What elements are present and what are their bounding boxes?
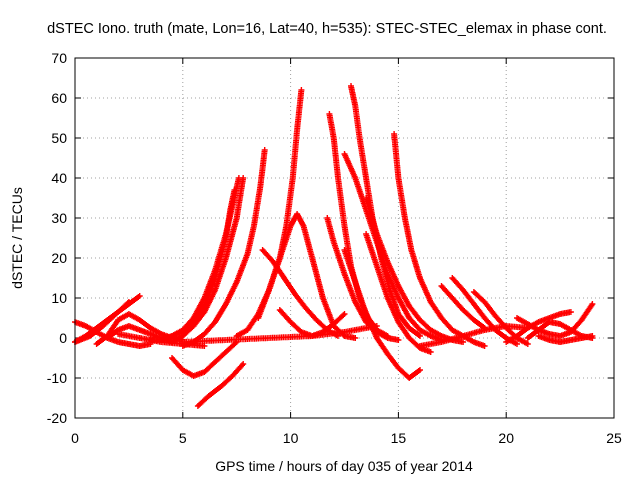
series-arc-sat-16 [363,231,434,355]
series-arc-sat-10 [233,87,305,339]
x-tick-label: 25 [606,430,622,446]
y-tick-label: -20 [47,410,67,426]
x-tick-label: 10 [283,430,299,446]
y-tick-label: 0 [59,330,67,346]
series-marker-path [233,87,305,339]
x-tick-label: 0 [71,430,79,446]
x-tick-label: 15 [391,430,407,446]
y-tick-label: 50 [51,130,67,146]
series-arc-low-b [194,361,247,409]
series-marker-path [341,151,445,343]
series-marker-path [438,283,488,331]
y-tick-label: 20 [51,250,67,266]
chart-title: dSTEC Iono. truth (mate, Lon=16, Lat=40,… [47,21,607,37]
series-arc-late-b [438,283,488,331]
y-tick-label: 60 [51,90,67,106]
series-marker-path [169,175,247,345]
y-tick-label: 40 [51,170,67,186]
plot-frame [74,57,615,419]
series-marker-path [169,339,240,379]
axis-ticks: 0 5 10 15 20 25 -20 -10 0 10 20 30 40 50 60 70 [47,50,622,446]
series-marker-path [341,247,423,381]
y-tick-label: 10 [51,290,67,306]
series-marker-path [363,231,434,355]
series-arc-sat-13b [341,151,445,343]
y-tick-label: -10 [47,370,67,386]
x-tick-label: 20 [498,430,514,446]
x-axis-label: GPS time / hours of day 035 of year 2014 [215,458,473,474]
series-arc-sat-8 [179,147,268,349]
series-arc-low-a [169,339,240,379]
series-marker-path [194,361,247,409]
grid-lines [75,58,614,418]
series-marker-path [276,307,348,339]
y-axis-label: dSTEC / TECUs [9,187,25,289]
x-tick-label: 5 [179,430,187,446]
series-marker-path [158,175,242,343]
series-marker-path [417,323,531,349]
series-marker-path [179,147,268,349]
y-tick-label: 70 [51,50,67,66]
series-arc-sat-7c [169,175,247,345]
series-arc-late-d [417,323,531,349]
series-marker-path [535,333,596,345]
series-arc-late-h [535,333,596,345]
series-arc-sat-14b [341,247,423,381]
series-arc-sat-7b [158,175,242,343]
series-arc-sat-11 [276,307,348,339]
data-series [72,83,596,409]
y-tick-label: 30 [51,210,67,226]
